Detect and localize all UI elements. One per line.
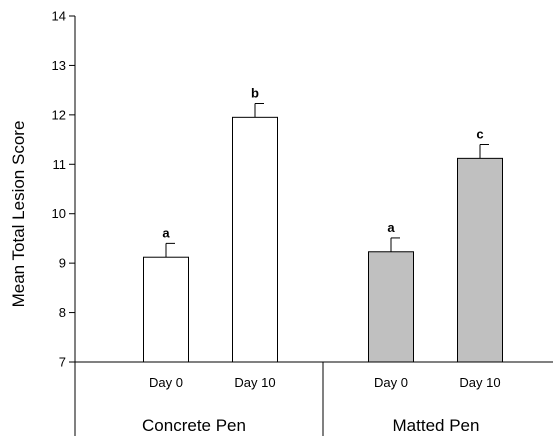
x-axis: Day 0 Day 10 Concrete Pen Day 0 Day 10 Matted… bbox=[74, 361, 553, 436]
y-tick-label: 10 bbox=[52, 206, 66, 221]
significance-label: b bbox=[251, 85, 259, 100]
y-tick-label: 14 bbox=[52, 9, 66, 24]
y-tick-label: 9 bbox=[59, 256, 66, 271]
significance-label: a bbox=[387, 220, 395, 235]
significance-label: a bbox=[162, 225, 170, 240]
y-tick-label: 11 bbox=[53, 157, 67, 172]
x-category-label: Day 10 bbox=[459, 375, 500, 390]
y-tick-label: 12 bbox=[52, 107, 66, 122]
bar bbox=[368, 251, 414, 363]
bar bbox=[232, 116, 278, 363]
x-group-label: Concrete Pen bbox=[142, 416, 246, 435]
y-tick-label: 7 bbox=[59, 355, 66, 370]
x-group-label: Matted Pen bbox=[393, 416, 480, 435]
significance-label: c bbox=[476, 127, 483, 142]
y-tick-label: 13 bbox=[52, 58, 66, 73]
x-category-label: Day 0 bbox=[149, 375, 183, 390]
x-category-label: Day 10 bbox=[234, 375, 275, 390]
y-axis-label: Mean Total Lesion Score bbox=[9, 121, 28, 308]
bar bbox=[457, 157, 503, 363]
bars: a b a c bbox=[143, 85, 503, 363]
y-tick-label: 8 bbox=[59, 305, 66, 320]
bar bbox=[143, 256, 189, 363]
x-category-label: Day 0 bbox=[374, 375, 408, 390]
y-axis: 7 8 9 10 11 12 13 14 bbox=[52, 9, 76, 370]
